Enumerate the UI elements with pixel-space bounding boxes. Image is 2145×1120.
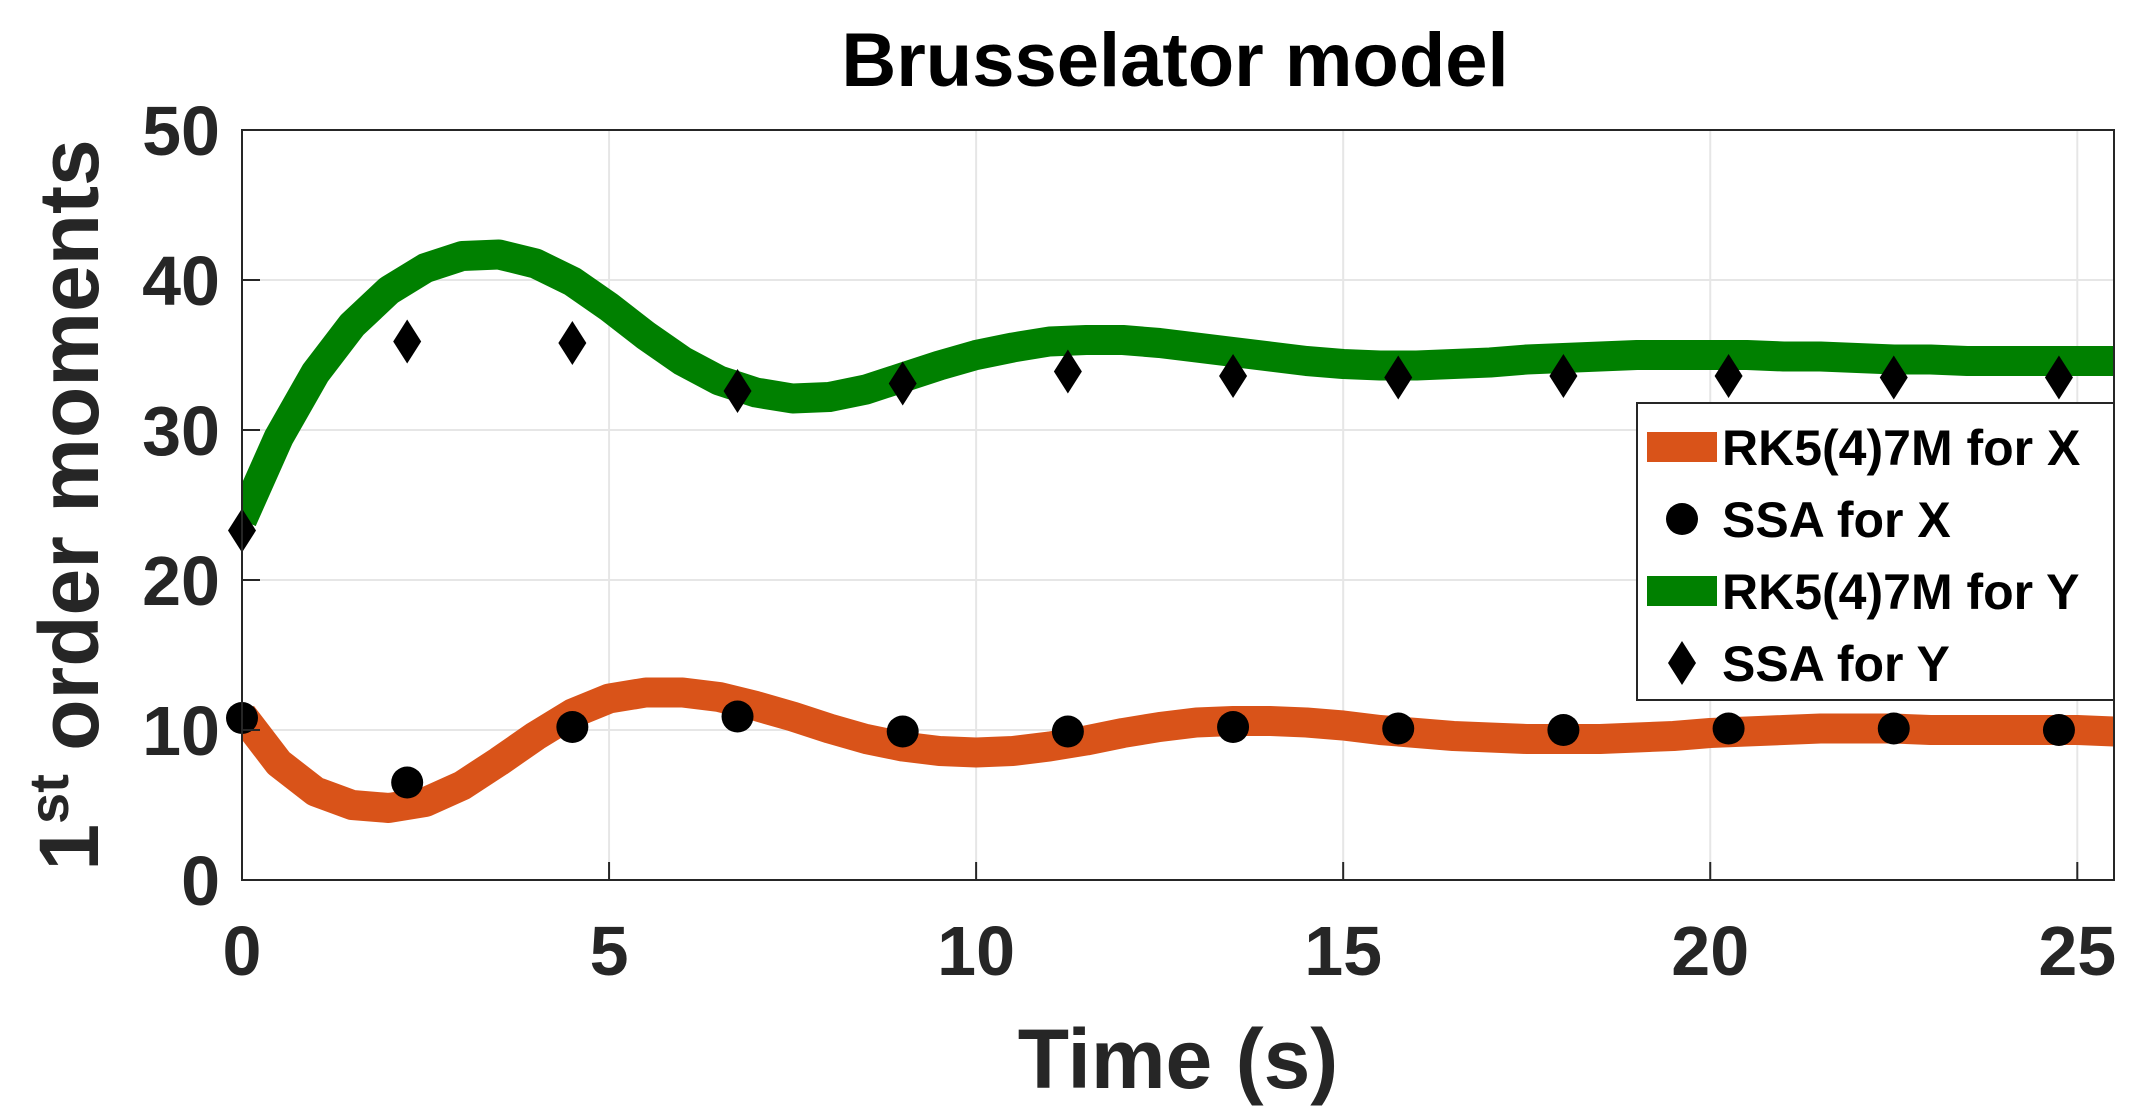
x-tick-labels: 0 5 10 15 20 25 xyxy=(223,862,2116,990)
series-3-point-11 xyxy=(2044,355,2073,400)
series-3-point-9 xyxy=(1714,354,1743,398)
series-1-point-10 xyxy=(1877,712,1910,745)
series-line-2 xyxy=(242,239,2114,527)
series-1-point-7 xyxy=(1382,712,1415,745)
series-1-point-5 xyxy=(1051,715,1084,748)
y-tick-label-3: 30 xyxy=(142,392,220,470)
x-tick-label-1: 5 xyxy=(590,912,629,990)
series-1-point-11 xyxy=(2042,714,2075,746)
chart-title: Brusselator model xyxy=(841,18,1508,103)
x-tick-label-0: 0 xyxy=(223,912,262,990)
x-axis-label: Time (s) xyxy=(1018,1012,1339,1106)
series-3-point-10 xyxy=(1879,355,1908,400)
x-tick-label-5: 25 xyxy=(2038,912,2116,990)
series-1-point-9 xyxy=(1712,712,1745,745)
series-3-point-5 xyxy=(1053,349,1082,394)
y-axis-label-prefix: 1 xyxy=(22,824,116,871)
x-tick-label-2: 10 xyxy=(937,912,1015,990)
y-tick-label-5: 50 xyxy=(142,92,220,170)
y-axis-label-suffix: order moments xyxy=(22,139,116,774)
legend-swatch-3 xyxy=(1668,641,1696,685)
y-tick-label-4: 40 xyxy=(142,242,220,320)
series-lines xyxy=(242,239,2114,823)
series-1-point-3 xyxy=(721,700,754,733)
series-1-point-2 xyxy=(556,711,589,743)
x-tick-label-4: 20 xyxy=(1671,912,1749,990)
y-axis-label-superscript: st xyxy=(17,774,80,824)
series-1-point-1 xyxy=(391,766,424,799)
legend-label-3: SSA for Y xyxy=(1722,636,1950,692)
series-3-point-7 xyxy=(1384,355,1413,400)
series-3-point-8 xyxy=(1549,354,1578,398)
legend-label-2: RK5(4)7M for Y xyxy=(1722,564,2079,620)
series-markers xyxy=(226,319,2075,799)
series-3-point-1 xyxy=(393,319,422,364)
series-3-point-2 xyxy=(558,321,587,365)
series-line-0 xyxy=(242,677,2114,823)
series-1-point-8 xyxy=(1547,714,1580,746)
series-3-point-4 xyxy=(888,361,917,406)
legend-label-0: RK5(4)7M for X xyxy=(1722,420,2080,476)
legend-swatch-1 xyxy=(1666,503,1698,535)
series-3-point-6 xyxy=(1219,354,1248,398)
series-1-point-6 xyxy=(1217,711,1250,743)
legend: RK5(4)7M for X SSA for X RK5(4)7M for Y SSA… xyxy=(1636,402,2115,701)
legend-label-1: SSA for X xyxy=(1722,492,1951,548)
y-axis-label: 1st order moments xyxy=(17,139,116,870)
series-1-point-4 xyxy=(886,715,919,748)
y-tick-label-2: 20 xyxy=(142,542,220,620)
y-tick-labels: 0 10 20 30 40 50 xyxy=(142,92,260,920)
x-tick-label-3: 15 xyxy=(1304,912,1382,990)
y-tick-label-0: 0 xyxy=(181,842,220,920)
y-tick-label-1: 10 xyxy=(142,692,220,770)
series-3-point-3 xyxy=(723,369,752,413)
